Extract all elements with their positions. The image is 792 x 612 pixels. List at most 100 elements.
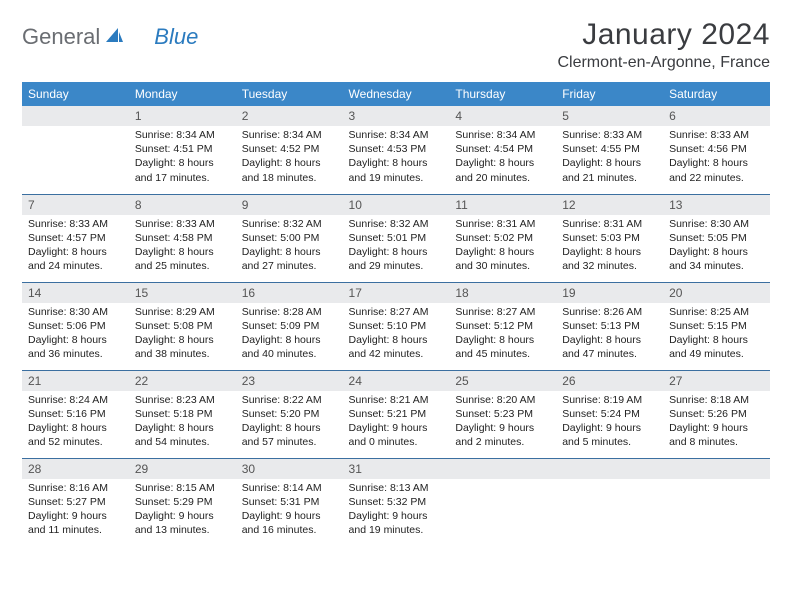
- detail-line: and 19 minutes.: [349, 523, 444, 537]
- detail-line: Daylight: 9 hours: [562, 421, 657, 435]
- day-details: Sunrise: 8:31 AMSunset: 5:03 PMDaylight:…: [556, 215, 663, 280]
- detail-line: Sunrise: 8:22 AM: [242, 393, 337, 407]
- detail-line: Sunset: 4:53 PM: [349, 142, 444, 156]
- day-details: Sunrise: 8:15 AMSunset: 5:29 PMDaylight:…: [129, 479, 236, 544]
- day-number: 22: [129, 371, 236, 391]
- day-details: Sunrise: 8:21 AMSunset: 5:21 PMDaylight:…: [343, 391, 450, 456]
- day-number: 28: [22, 459, 129, 479]
- detail-line: Daylight: 8 hours: [455, 245, 550, 259]
- calendar-week: 14Sunrise: 8:30 AMSunset: 5:06 PMDayligh…: [22, 282, 770, 370]
- calendar-cell: 15Sunrise: 8:29 AMSunset: 5:08 PMDayligh…: [129, 282, 236, 370]
- day-header: Sunday: [22, 82, 129, 106]
- detail-line: Sunset: 5:29 PM: [135, 495, 230, 509]
- day-details: Sunrise: 8:22 AMSunset: 5:20 PMDaylight:…: [236, 391, 343, 456]
- detail-line: and 34 minutes.: [669, 259, 764, 273]
- calendar-cell: 16Sunrise: 8:28 AMSunset: 5:09 PMDayligh…: [236, 282, 343, 370]
- day-details: Sunrise: 8:32 AMSunset: 5:00 PMDaylight:…: [236, 215, 343, 280]
- day-details: Sunrise: 8:34 AMSunset: 4:52 PMDaylight:…: [236, 126, 343, 191]
- logo: General Blue: [22, 18, 198, 50]
- detail-line: and 32 minutes.: [562, 259, 657, 273]
- day-details: Sunrise: 8:25 AMSunset: 5:15 PMDaylight:…: [663, 303, 770, 368]
- calendar-cell: 20Sunrise: 8:25 AMSunset: 5:15 PMDayligh…: [663, 282, 770, 370]
- detail-line: Sunset: 5:27 PM: [28, 495, 123, 509]
- calendar-cell: 18Sunrise: 8:27 AMSunset: 5:12 PMDayligh…: [449, 282, 556, 370]
- logo-word2: Blue: [154, 24, 198, 50]
- day-details: Sunrise: 8:27 AMSunset: 5:10 PMDaylight:…: [343, 303, 450, 368]
- day-details: Sunrise: 8:24 AMSunset: 5:16 PMDaylight:…: [22, 391, 129, 456]
- detail-line: Sunrise: 8:21 AM: [349, 393, 444, 407]
- day-number: 20: [663, 283, 770, 303]
- title-block: January 2024 Clermont-en-Argonne, France: [557, 18, 770, 72]
- detail-line: Sunrise: 8:33 AM: [28, 217, 123, 231]
- detail-line: Sunrise: 8:26 AM: [562, 305, 657, 319]
- detail-line: Sunset: 5:10 PM: [349, 319, 444, 333]
- day-number: [449, 459, 556, 479]
- day-details: Sunrise: 8:16 AMSunset: 5:27 PMDaylight:…: [22, 479, 129, 544]
- day-details: Sunrise: 8:32 AMSunset: 5:01 PMDaylight:…: [343, 215, 450, 280]
- detail-line: and 54 minutes.: [135, 435, 230, 449]
- calendar-cell: 19Sunrise: 8:26 AMSunset: 5:13 PMDayligh…: [556, 282, 663, 370]
- day-details: Sunrise: 8:33 AMSunset: 4:56 PMDaylight:…: [663, 126, 770, 191]
- detail-line: Sunset: 5:31 PM: [242, 495, 337, 509]
- detail-line: and 13 minutes.: [135, 523, 230, 537]
- detail-line: Daylight: 9 hours: [349, 421, 444, 435]
- detail-line: Daylight: 8 hours: [669, 245, 764, 259]
- detail-line: Daylight: 8 hours: [135, 245, 230, 259]
- day-number: 27: [663, 371, 770, 391]
- day-number: 15: [129, 283, 236, 303]
- detail-line: Sunrise: 8:13 AM: [349, 481, 444, 495]
- calendar-cell: 12Sunrise: 8:31 AMSunset: 5:03 PMDayligh…: [556, 194, 663, 282]
- calendar-cell: [556, 458, 663, 546]
- detail-line: Sunrise: 8:33 AM: [562, 128, 657, 142]
- calendar-cell: 14Sunrise: 8:30 AMSunset: 5:06 PMDayligh…: [22, 282, 129, 370]
- day-number: 9: [236, 195, 343, 215]
- day-details: Sunrise: 8:14 AMSunset: 5:31 PMDaylight:…: [236, 479, 343, 544]
- calendar-week: 21Sunrise: 8:24 AMSunset: 5:16 PMDayligh…: [22, 370, 770, 458]
- day-details: Sunrise: 8:29 AMSunset: 5:08 PMDaylight:…: [129, 303, 236, 368]
- detail-line: Sunset: 5:13 PM: [562, 319, 657, 333]
- detail-line: Sunset: 5:23 PM: [455, 407, 550, 421]
- day-number: 26: [556, 371, 663, 391]
- detail-line: Daylight: 8 hours: [28, 333, 123, 347]
- day-details: [449, 479, 556, 487]
- detail-line: Daylight: 8 hours: [242, 156, 337, 170]
- detail-line: and 0 minutes.: [349, 435, 444, 449]
- day-number: [22, 106, 129, 126]
- day-details: Sunrise: 8:34 AMSunset: 4:54 PMDaylight:…: [449, 126, 556, 191]
- day-details: [22, 126, 129, 134]
- detail-line: Daylight: 8 hours: [135, 333, 230, 347]
- day-number: 16: [236, 283, 343, 303]
- header: General Blue January 2024 Clermont-en-Ar…: [22, 18, 770, 72]
- day-number: 21: [22, 371, 129, 391]
- detail-line: Sunrise: 8:24 AM: [28, 393, 123, 407]
- day-details: Sunrise: 8:18 AMSunset: 5:26 PMDaylight:…: [663, 391, 770, 456]
- detail-line: Sunrise: 8:34 AM: [242, 128, 337, 142]
- calendar-cell: 13Sunrise: 8:30 AMSunset: 5:05 PMDayligh…: [663, 194, 770, 282]
- day-header: Monday: [129, 82, 236, 106]
- detail-line: Sunset: 5:09 PM: [242, 319, 337, 333]
- day-number: 2: [236, 106, 343, 126]
- calendar-cell: 22Sunrise: 8:23 AMSunset: 5:18 PMDayligh…: [129, 370, 236, 458]
- detail-line: Sunset: 4:55 PM: [562, 142, 657, 156]
- day-details: Sunrise: 8:31 AMSunset: 5:02 PMDaylight:…: [449, 215, 556, 280]
- detail-line: and 19 minutes.: [349, 171, 444, 185]
- detail-line: Sunrise: 8:34 AM: [349, 128, 444, 142]
- calendar-week: 28Sunrise: 8:16 AMSunset: 5:27 PMDayligh…: [22, 458, 770, 546]
- day-details: Sunrise: 8:27 AMSunset: 5:12 PMDaylight:…: [449, 303, 556, 368]
- detail-line: Daylight: 8 hours: [135, 421, 230, 435]
- detail-line: and 36 minutes.: [28, 347, 123, 361]
- detail-line: and 42 minutes.: [349, 347, 444, 361]
- month-title: January 2024: [557, 18, 770, 52]
- detail-line: Sunset: 5:05 PM: [669, 231, 764, 245]
- detail-line: and 22 minutes.: [669, 171, 764, 185]
- calendar-week: 1Sunrise: 8:34 AMSunset: 4:51 PMDaylight…: [22, 106, 770, 194]
- day-number: 11: [449, 195, 556, 215]
- day-details: Sunrise: 8:33 AMSunset: 4:57 PMDaylight:…: [22, 215, 129, 280]
- day-details: Sunrise: 8:34 AMSunset: 4:51 PMDaylight:…: [129, 126, 236, 191]
- day-number: 5: [556, 106, 663, 126]
- detail-line: Sunset: 5:08 PM: [135, 319, 230, 333]
- calendar-cell: 9Sunrise: 8:32 AMSunset: 5:00 PMDaylight…: [236, 194, 343, 282]
- detail-line: Sunset: 4:51 PM: [135, 142, 230, 156]
- calendar-table: SundayMondayTuesdayWednesdayThursdayFrid…: [22, 82, 770, 546]
- day-number: 1: [129, 106, 236, 126]
